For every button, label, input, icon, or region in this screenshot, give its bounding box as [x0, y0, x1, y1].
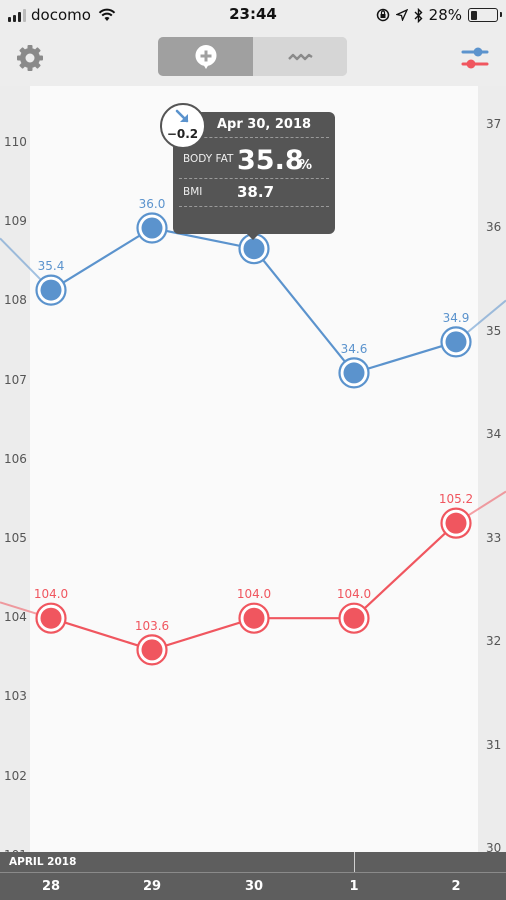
body-fat-value: 35.8 [237, 145, 304, 176]
left-tick-label: 105 [4, 531, 27, 545]
day-label[interactable]: 28 [41, 879, 61, 894]
data-point-fill [141, 639, 163, 661]
left-tick-label: 110 [4, 135, 27, 149]
data-point-fill [243, 607, 265, 629]
bmi-label: BMI [183, 186, 203, 198]
left-tick-label: 108 [4, 293, 27, 308]
location-icon [395, 9, 408, 21]
tooltip-pointer [247, 234, 259, 240]
trend-badge: −0.2 [160, 103, 206, 149]
right-tick-label: 30 [486, 841, 502, 855]
data-label: 104.0 [237, 587, 271, 601]
status-left: docomo [8, 4, 116, 26]
right-axis [478, 86, 506, 852]
data-label: 35.4 [38, 259, 65, 273]
status-right: 28% [376, 5, 502, 25]
date-axis-bar[interactable]: APRIL 2018 28 29 30 1 2 [0, 852, 506, 900]
gear-icon[interactable] [14, 42, 46, 74]
left-tick-label: 109 [4, 214, 27, 229]
right-tick-label: 35 [486, 323, 502, 338]
body-fat-unit: % [299, 158, 313, 173]
data-point-fill [141, 217, 163, 239]
segment-add-entry[interactable] [158, 37, 253, 76]
day-label[interactable]: 29 [142, 879, 162, 894]
data-label: 36.0 [139, 197, 166, 211]
left-tick-label: 104 [4, 610, 27, 625]
data-label: 104.0 [337, 587, 371, 601]
trend-delta: −0.2 [166, 127, 199, 141]
battery-icon [468, 8, 502, 22]
series-toggle-icon[interactable] [460, 43, 490, 73]
day-label[interactable]: 2 [451, 879, 461, 894]
left-tick-label: 103 [4, 689, 27, 704]
data-tooltip: Apr 30, 2018 BODY FAT 35.8 % BMI 38.7 [173, 112, 335, 240]
left-tick-label: 102 [4, 768, 27, 783]
toolbar [0, 30, 506, 86]
view-segmented-control [158, 37, 347, 76]
arrow-down-right-icon [175, 109, 189, 123]
data-point-fill [343, 362, 365, 384]
left-tick-label: 107 [4, 372, 27, 387]
left-axis [0, 86, 30, 852]
screen-lock-icon [376, 8, 389, 22]
data-point-fill [40, 279, 62, 301]
data-point-fill [343, 607, 365, 629]
month-divider [354, 852, 355, 872]
data-point-fill [445, 331, 467, 353]
data-point-fill [40, 607, 62, 629]
right-tick-label: 36 [486, 220, 502, 234]
signal-icon [8, 8, 26, 22]
bmi-value: 38.7 [237, 183, 275, 201]
right-tick-label: 37 [486, 116, 502, 131]
left-tick-label: 106 [4, 451, 27, 466]
data-label: 104.0 [34, 587, 68, 601]
carrier-name: docomo [31, 6, 91, 24]
day-label[interactable]: 1 [349, 879, 359, 894]
bluetooth-icon [414, 7, 423, 23]
data-label: 34.9 [443, 311, 470, 325]
data-point-fill [243, 238, 265, 260]
tooltip-date: Apr 30, 2018 [217, 117, 312, 132]
segment-graph[interactable] [253, 37, 347, 76]
status-bar: docomo 23:44 28% [0, 0, 506, 30]
right-tick-label: 33 [486, 530, 502, 545]
right-tick-label: 32 [486, 634, 502, 648]
data-label: 103.6 [135, 619, 169, 633]
battery-percent: 28% [428, 6, 462, 24]
wifi-icon [98, 8, 116, 21]
status-time: 23:44 [229, 5, 277, 23]
day-label[interactable]: 30 [244, 879, 264, 894]
data-label: 105.2 [439, 492, 473, 506]
add-entry-icon [194, 44, 216, 69]
month-label: APRIL 2018 [9, 856, 77, 868]
data-point-fill [445, 512, 467, 534]
right-tick-label: 34 [486, 427, 502, 441]
data-label: 34.6 [341, 342, 368, 356]
graph-icon [288, 53, 313, 60]
right-tick-label: 31 [486, 737, 502, 752]
body-fat-label: BODY FAT [183, 153, 234, 165]
